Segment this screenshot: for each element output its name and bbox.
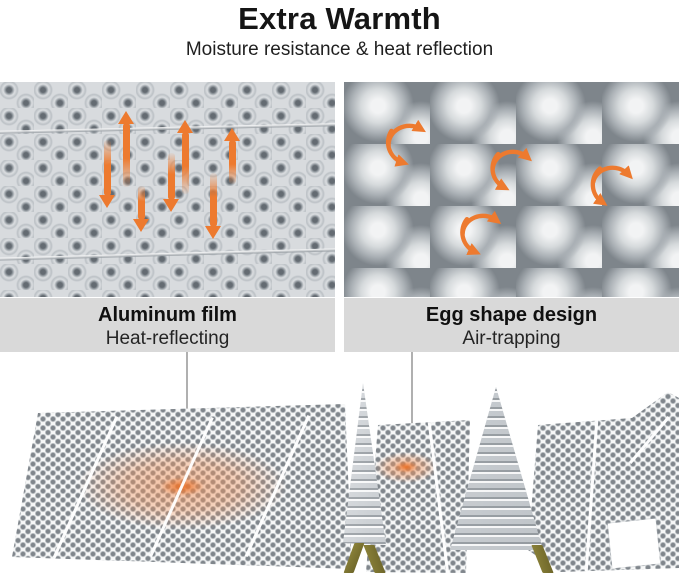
heat-down-arrow-icon [99,140,115,208]
heat-down-arrow-icon [163,153,179,212]
egg-shape-photo [344,82,679,297]
air-swirl-arrow-icon [590,165,633,206]
mat-fold-line [427,420,450,573]
film-crease-line [0,123,335,134]
brand-label-patch [607,518,661,569]
feature-title: Egg shape design [425,304,598,326]
egg-shape-caption: Egg shape design Air-trapping [344,298,679,352]
mat-flat-section-middle [366,420,470,573]
heat-glow-core [394,461,418,473]
air-swirl-arrow-icon [490,147,532,191]
feature-subtitle: Heat-reflecting [105,328,230,349]
header: Extra Warmth Moisture resistance & heat … [0,0,679,61]
mat-fold-line [629,416,670,464]
air-swirl-arrow-icon [385,119,426,167]
page-subtitle: Moisture resistance & heat reflection [185,39,494,60]
heat-up-arrow-icon [177,120,193,194]
mat-flat-section-left [12,404,352,569]
aluminum-film-photo [0,82,335,297]
leader-line-aluminum-film [186,352,188,415]
mat-fold-line [584,418,599,572]
heat-down-arrow-icon [205,173,221,239]
feature-subtitle: Air-trapping [462,328,561,349]
heat-up-arrow-icon [224,128,240,184]
mat-flat-section-right [528,392,679,572]
folding-mat-photo [0,380,679,579]
page-title: Extra Warmth [238,1,441,36]
feature-title: Aluminum film [98,304,237,326]
heat-up-arrow-icon [118,111,134,187]
aluminum-film-caption: Aluminum film Heat-reflecting [0,298,335,352]
film-crease-line [0,248,335,261]
heat-down-arrow-icon [133,186,149,232]
leader-line-egg-shape [411,352,413,424]
air-swirl-arrow-icon [460,210,502,255]
